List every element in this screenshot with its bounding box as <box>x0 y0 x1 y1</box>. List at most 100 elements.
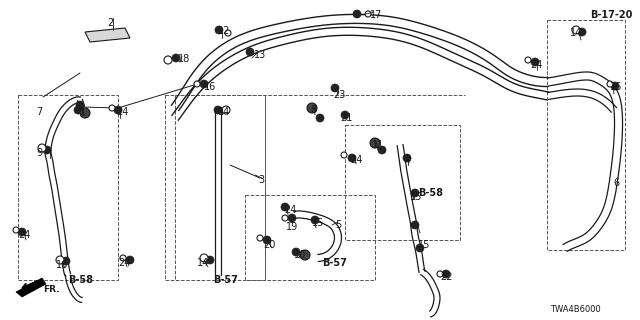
Text: 24: 24 <box>116 107 129 117</box>
Text: B-17-20: B-17-20 <box>590 10 632 20</box>
Circle shape <box>114 106 122 114</box>
Circle shape <box>411 189 419 197</box>
Circle shape <box>572 26 580 34</box>
Circle shape <box>607 81 613 87</box>
Text: TWA4B6000: TWA4B6000 <box>550 305 601 314</box>
Circle shape <box>531 58 539 66</box>
Circle shape <box>353 10 361 18</box>
Circle shape <box>370 138 380 148</box>
Text: 9: 9 <box>36 148 42 158</box>
Text: 10: 10 <box>294 250 307 260</box>
Circle shape <box>200 80 208 88</box>
Text: 16: 16 <box>610 82 622 92</box>
Text: 22: 22 <box>440 272 452 282</box>
Bar <box>245 195 375 280</box>
Text: 23: 23 <box>333 90 346 100</box>
Text: 24: 24 <box>530 60 542 70</box>
Text: 15: 15 <box>312 218 324 228</box>
Text: 24: 24 <box>18 230 30 240</box>
Circle shape <box>292 248 300 256</box>
Circle shape <box>76 101 84 109</box>
Circle shape <box>331 84 339 92</box>
Text: B-57: B-57 <box>213 275 238 285</box>
Text: B-58: B-58 <box>418 188 443 198</box>
Polygon shape <box>16 278 46 297</box>
Circle shape <box>126 256 134 264</box>
Text: 16: 16 <box>204 82 216 92</box>
Circle shape <box>120 255 126 261</box>
Circle shape <box>246 48 254 56</box>
Text: 5: 5 <box>335 220 341 230</box>
Text: 13: 13 <box>254 50 266 60</box>
Circle shape <box>288 214 296 222</box>
Bar <box>18 95 118 280</box>
Circle shape <box>281 203 289 211</box>
Circle shape <box>13 227 19 233</box>
Text: 2: 2 <box>107 18 113 28</box>
Circle shape <box>200 254 208 262</box>
Circle shape <box>348 154 356 162</box>
Text: 20: 20 <box>263 240 275 250</box>
Text: 15: 15 <box>410 192 422 202</box>
Circle shape <box>80 108 90 118</box>
Text: 19: 19 <box>286 222 298 232</box>
Circle shape <box>257 235 263 241</box>
Circle shape <box>411 221 419 229</box>
Circle shape <box>300 250 310 260</box>
Text: B-58: B-58 <box>68 275 93 285</box>
Circle shape <box>416 244 424 252</box>
Text: 17: 17 <box>370 10 382 20</box>
Circle shape <box>62 257 70 265</box>
Text: 6: 6 <box>613 178 619 188</box>
Circle shape <box>56 256 64 264</box>
Text: 8: 8 <box>310 105 316 115</box>
Polygon shape <box>85 28 130 42</box>
Circle shape <box>172 54 180 62</box>
Circle shape <box>378 146 386 154</box>
Circle shape <box>341 111 349 119</box>
Circle shape <box>214 106 222 114</box>
Text: 16: 16 <box>56 260 68 270</box>
Text: 21: 21 <box>340 113 353 123</box>
Text: 7: 7 <box>36 107 42 117</box>
Circle shape <box>225 30 231 36</box>
Circle shape <box>403 154 411 162</box>
Circle shape <box>437 271 443 277</box>
Circle shape <box>194 81 200 87</box>
Circle shape <box>341 152 347 158</box>
Text: 24: 24 <box>118 258 131 268</box>
Circle shape <box>164 56 172 64</box>
Bar <box>165 95 265 280</box>
Circle shape <box>611 82 619 90</box>
Circle shape <box>442 270 450 278</box>
Circle shape <box>43 146 51 154</box>
Bar <box>547 20 625 250</box>
Text: 14: 14 <box>570 28 582 38</box>
Text: 14: 14 <box>218 107 230 117</box>
Text: 3: 3 <box>258 175 264 185</box>
Text: 11: 11 <box>372 140 384 150</box>
Circle shape <box>222 106 230 114</box>
Circle shape <box>263 236 271 244</box>
Text: 14: 14 <box>197 258 209 268</box>
Circle shape <box>109 105 115 111</box>
Circle shape <box>18 228 26 236</box>
Bar <box>345 125 460 240</box>
Circle shape <box>311 216 319 224</box>
Text: B-57: B-57 <box>322 258 347 268</box>
Circle shape <box>307 103 317 113</box>
Text: FR.: FR. <box>43 285 60 294</box>
Circle shape <box>206 256 214 264</box>
Circle shape <box>282 215 288 221</box>
Text: 24: 24 <box>284 205 296 215</box>
Text: 12: 12 <box>218 26 230 36</box>
Circle shape <box>525 57 531 63</box>
Text: 1: 1 <box>80 107 86 117</box>
Text: 24: 24 <box>350 155 362 165</box>
Circle shape <box>38 144 46 152</box>
Circle shape <box>578 28 586 36</box>
Text: 18: 18 <box>178 54 190 64</box>
Circle shape <box>316 114 324 122</box>
Circle shape <box>215 26 223 34</box>
Circle shape <box>365 11 371 17</box>
